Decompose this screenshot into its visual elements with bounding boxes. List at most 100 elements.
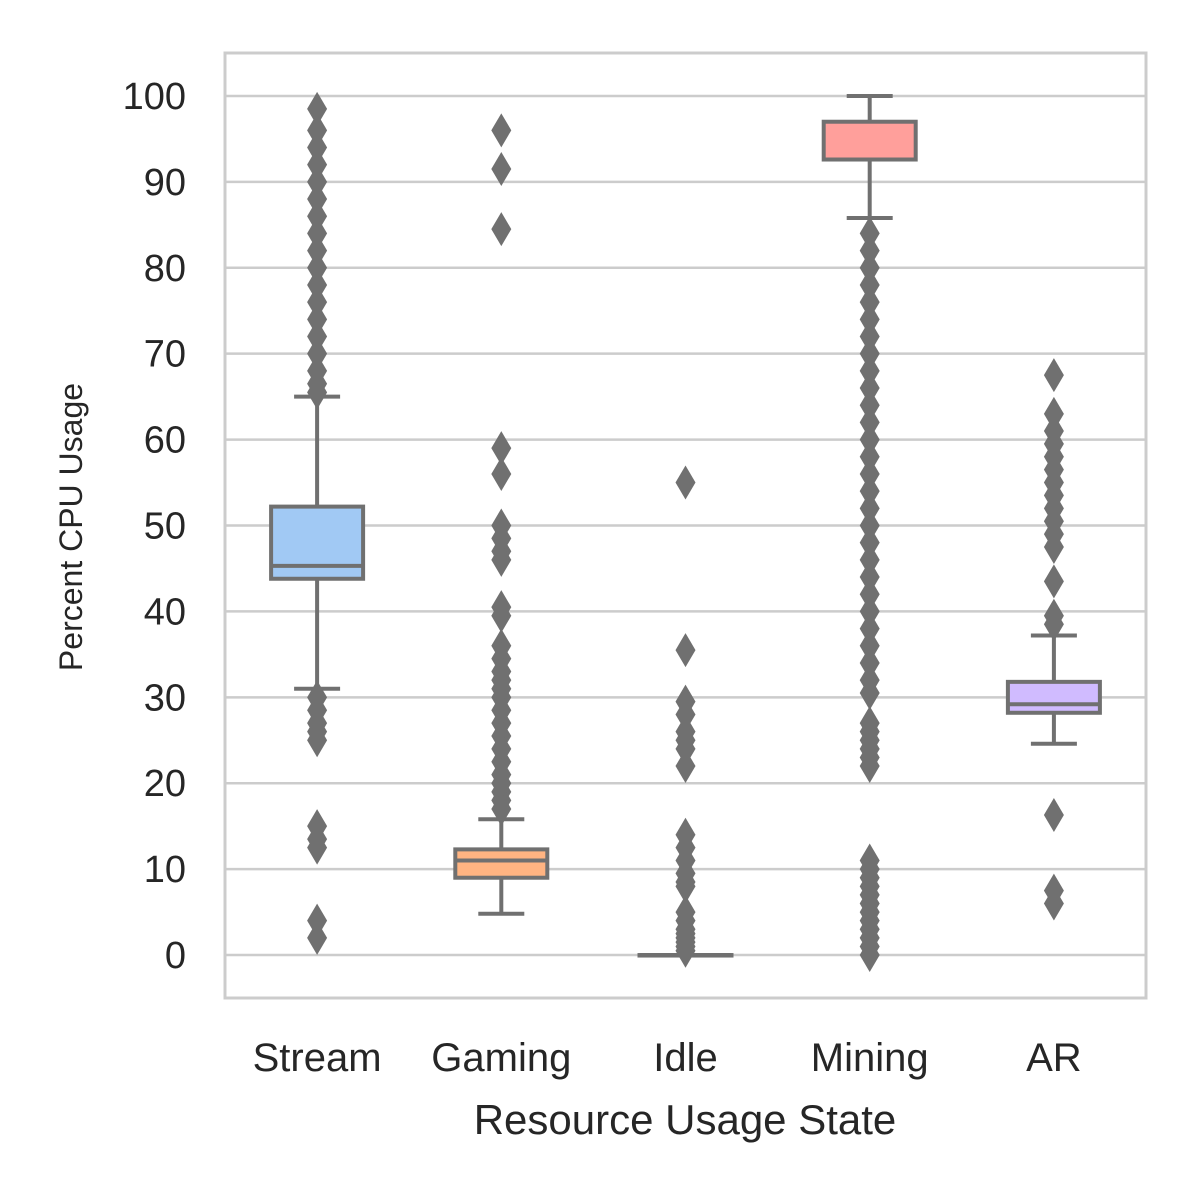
outlier-idle-1 (675, 633, 696, 668)
y-tick-labels: 0 10 20 30 40 50 60 70 80 90 100 (123, 76, 186, 977)
outlier-mining-3 (859, 267, 880, 302)
outlier-mining-23 (859, 611, 880, 646)
outlier-stream-8 (307, 233, 328, 268)
outlier-mining-45 (859, 938, 880, 973)
outlier-stream-9 (307, 250, 328, 285)
outlier-mining-12 (859, 422, 880, 457)
outlier-stream-25 (307, 830, 328, 865)
outlier-mining-9 (859, 371, 880, 406)
y-tick-40: 40 (144, 591, 186, 633)
x-tick-ar: AR (1026, 1036, 1082, 1080)
outlier-mining-0 (859, 216, 880, 251)
box-gaming (453, 113, 550, 916)
outlier-mining-20 (859, 560, 880, 595)
x-tick-gaming: Gaming (431, 1036, 571, 1080)
outlier-mining-19 (859, 542, 880, 577)
y-tick-20: 20 (144, 763, 186, 805)
outlier-ar-12 (1043, 564, 1064, 599)
outlier-mining-15 (859, 474, 880, 509)
x-tick-mining: Mining (811, 1036, 929, 1080)
y-tick-10: 10 (144, 849, 186, 891)
x-tick-stream: Stream (253, 1036, 382, 1080)
outlier-stream-3 (307, 147, 328, 182)
y-tick-90: 90 (144, 162, 186, 204)
boxes (269, 91, 1102, 973)
outlier-stream-1 (307, 113, 328, 148)
outlier-ar-0 (1043, 358, 1064, 393)
outlier-mining-17 (859, 508, 880, 543)
outlier-mining-5 (859, 302, 880, 337)
outlier-gaming-10 (491, 598, 512, 633)
y-tick-30: 30 (144, 677, 186, 719)
outlier-stream-11 (307, 285, 328, 320)
y-axis-title: Percent CPU Usage (53, 383, 89, 671)
outlier-idle-7 (675, 749, 696, 784)
y-tick-100: 100 (123, 76, 186, 118)
outlier-stream-6 (307, 199, 328, 234)
iqr-box-gaming (453, 847, 550, 880)
y-tick-50: 50 (144, 506, 186, 548)
outlier-stream-14 (307, 336, 328, 371)
box-mining (821, 93, 918, 973)
outlier-stream-0 (307, 91, 328, 126)
box-stream (269, 91, 366, 955)
outlier-mining-10 (859, 388, 880, 423)
outlier-stream-5 (307, 182, 328, 217)
outlier-gaming-2 (491, 212, 512, 247)
iqr-box-stream (269, 504, 366, 581)
outlier-idle-3 (675, 697, 696, 732)
outlier-stream-13 (307, 319, 328, 354)
outlier-mining-14 (859, 456, 880, 491)
outlier-mining-11 (859, 405, 880, 440)
iqr-box-ar (1005, 679, 1102, 715)
outlier-stream-7 (307, 216, 328, 251)
outlier-mining-18 (859, 525, 880, 560)
outlier-ar-17 (1043, 886, 1064, 921)
outlier-mining-4 (859, 285, 880, 320)
outlier-gaming-26 (491, 792, 512, 826)
iqr-box-mining (821, 119, 918, 162)
outlier-stream-10 (307, 267, 328, 302)
x-axis-title: Resource Usage State (474, 1096, 897, 1143)
outlier-mining-2 (859, 250, 880, 285)
outlier-gaming-3 (491, 431, 512, 466)
outlier-mining-7 (859, 336, 880, 371)
outlier-mining-24 (859, 628, 880, 663)
outlier-ar-11 (1043, 529, 1064, 564)
outlier-stream-12 (307, 302, 328, 337)
outlier-gaming-4 (491, 456, 512, 491)
outlier-stream-22 (307, 723, 328, 758)
outlier-mining-13 (859, 439, 880, 474)
box-idle (637, 465, 734, 968)
outlier-mining-33 (859, 749, 880, 784)
y-tick-0: 0 (165, 935, 186, 977)
outlier-stream-27 (307, 920, 328, 955)
outlier-stream-4 (307, 164, 328, 199)
y-tick-80: 80 (144, 248, 186, 290)
x-tick-idle: Idle (653, 1036, 718, 1080)
outlier-ar-1 (1043, 396, 1064, 431)
outlier-mining-6 (859, 319, 880, 354)
outlier-stream-17 (307, 375, 328, 410)
outlier-mining-22 (859, 594, 880, 629)
outlier-mining-16 (859, 491, 880, 526)
x-tick-labels: Stream Gaming Idle Mining AR (253, 1036, 1082, 1080)
outlier-stream-26 (307, 903, 328, 938)
gridlines (225, 94, 1146, 957)
outlier-gaming-8 (491, 542, 512, 577)
outlier-ar-15 (1043, 798, 1064, 833)
outlier-idle-0 (675, 465, 696, 500)
outlier-mining-21 (859, 577, 880, 612)
outlier-stream-2 (307, 130, 328, 165)
outlier-mining-8 (859, 353, 880, 388)
outlier-idle-13 (675, 869, 696, 904)
outlier-idle-6 (675, 731, 696, 766)
outlier-idle-21 (675, 933, 696, 968)
y-tick-60: 60 (144, 420, 186, 462)
outlier-gaming-0 (491, 113, 512, 148)
outlier-mining-1 (859, 233, 880, 268)
box-ar (1005, 358, 1102, 921)
outlier-gaming-1 (491, 151, 512, 186)
outlier-ar-14 (1043, 607, 1064, 642)
